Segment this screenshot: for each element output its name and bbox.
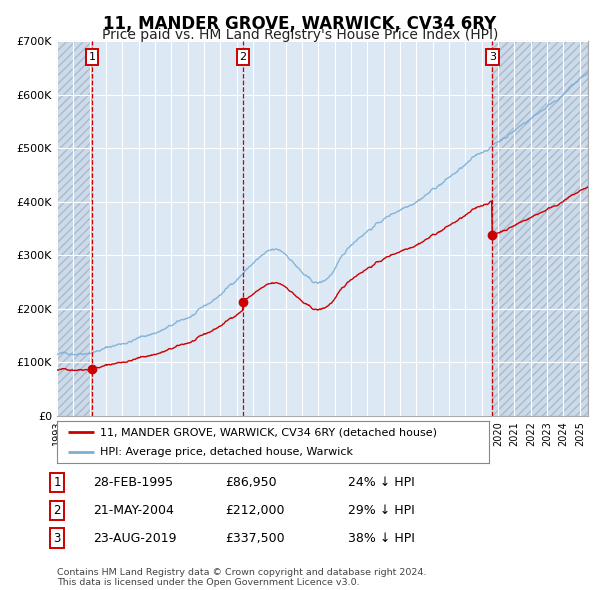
Text: 11, MANDER GROVE, WARWICK, CV34 6RY (detached house): 11, MANDER GROVE, WARWICK, CV34 6RY (det… [100, 427, 437, 437]
Text: 23-AUG-2019: 23-AUG-2019 [93, 532, 176, 545]
Text: Contains HM Land Registry data © Crown copyright and database right 2024.
This d: Contains HM Land Registry data © Crown c… [57, 568, 427, 587]
Text: 11, MANDER GROVE, WARWICK, CV34 6RY: 11, MANDER GROVE, WARWICK, CV34 6RY [103, 15, 497, 33]
Text: 3: 3 [53, 532, 61, 545]
Text: HPI: Average price, detached house, Warwick: HPI: Average price, detached house, Warw… [100, 447, 353, 457]
Text: 1: 1 [53, 476, 61, 489]
Bar [57, 41, 92, 416]
Text: Price paid vs. HM Land Registry's House Price Index (HPI): Price paid vs. HM Land Registry's House … [102, 28, 498, 42]
Text: £86,950: £86,950 [225, 476, 277, 489]
Text: 2: 2 [53, 504, 61, 517]
Text: £212,000: £212,000 [225, 504, 284, 517]
Text: 28-FEB-1995: 28-FEB-1995 [93, 476, 173, 489]
Bar [492, 41, 588, 416]
Text: 21-MAY-2004: 21-MAY-2004 [93, 504, 174, 517]
Text: 24% ↓ HPI: 24% ↓ HPI [348, 476, 415, 489]
Text: 29% ↓ HPI: 29% ↓ HPI [348, 504, 415, 517]
Text: 3: 3 [489, 52, 496, 62]
Text: 1: 1 [89, 52, 95, 62]
Text: £337,500: £337,500 [225, 532, 284, 545]
Text: 2: 2 [239, 52, 247, 62]
Text: 38% ↓ HPI: 38% ↓ HPI [348, 532, 415, 545]
